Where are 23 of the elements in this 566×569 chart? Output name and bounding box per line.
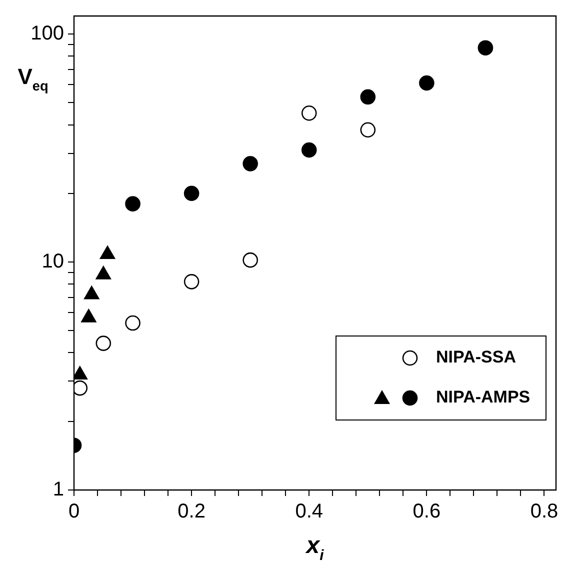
point bbox=[360, 89, 376, 105]
x-tick-label: 0.6 bbox=[412, 500, 441, 523]
point bbox=[242, 252, 258, 268]
legend-label: NIPA-AMPS bbox=[436, 388, 530, 407]
point bbox=[96, 336, 112, 351]
x-tick-label: 0.4 bbox=[295, 500, 324, 523]
x-tick-label: 0 bbox=[68, 500, 80, 523]
legend-label: NIPA-SSA bbox=[436, 348, 516, 367]
point bbox=[184, 274, 200, 290]
point bbox=[184, 186, 200, 202]
point bbox=[419, 75, 434, 91]
x-tick-label: 0.8 bbox=[530, 500, 558, 523]
point bbox=[301, 105, 317, 121]
point bbox=[242, 156, 258, 172]
y-tick-label: 10 bbox=[42, 250, 64, 273]
point bbox=[478, 40, 494, 56]
point bbox=[360, 122, 376, 138]
y-tick-label: 100 bbox=[30, 22, 64, 45]
x-tick-label: 0.2 bbox=[178, 500, 206, 523]
point bbox=[125, 315, 140, 331]
point bbox=[301, 142, 317, 158]
point bbox=[125, 196, 140, 212]
y-tick-label: 1 bbox=[52, 478, 64, 501]
